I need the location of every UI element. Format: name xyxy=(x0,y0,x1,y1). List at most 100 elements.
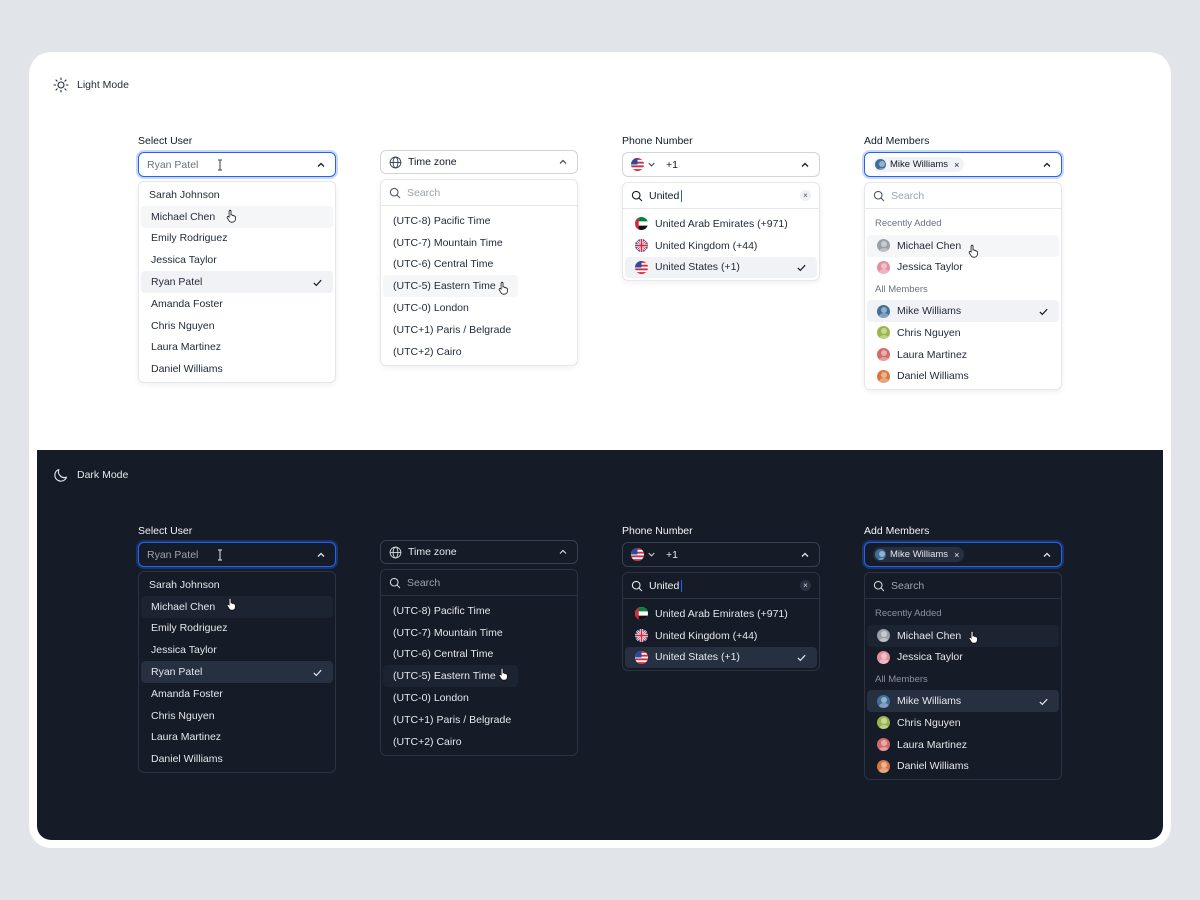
clear-icon[interactable]: × xyxy=(800,580,811,591)
list-item[interactable]: Jessica Taylor xyxy=(867,647,1059,669)
member-name: Jessica Taylor xyxy=(897,651,963,664)
phone-number-trigger[interactable]: +1 xyxy=(622,152,820,177)
chip-label: Mike Williams xyxy=(890,549,949,560)
chevron-up-icon[interactable] xyxy=(799,549,811,561)
member-name: Chris Nguyen xyxy=(897,326,961,339)
list-item[interactable]: (UTC-0) London xyxy=(383,297,575,319)
time-zone-trigger[interactable]: Time zone xyxy=(380,150,578,174)
chevron-up-icon[interactable] xyxy=(1041,549,1053,561)
list-item[interactable]: (UTC+1) Paris / Belgrade xyxy=(383,319,575,341)
add-members-trigger[interactable]: Mike Williams × xyxy=(864,542,1062,567)
chevron-up-icon[interactable] xyxy=(1041,159,1053,171)
list-item[interactable]: (UTC-5) Eastern Time xyxy=(383,665,518,688)
chevron-up-icon[interactable] xyxy=(799,159,811,171)
list-item[interactable]: Jessica Taylor xyxy=(141,249,333,271)
member-name: Mike Williams xyxy=(897,305,962,318)
list-item[interactable]: Jessica Taylor xyxy=(867,257,1059,279)
list-item[interactable]: (UTC-8) Pacific Time xyxy=(383,210,575,232)
list-item[interactable]: United Kingdom (+44) xyxy=(625,625,817,647)
chevron-up-icon[interactable] xyxy=(557,546,569,558)
country-selector[interactable] xyxy=(631,548,656,561)
list-item[interactable]: Sarah Johnson xyxy=(141,574,333,596)
list-item[interactable]: Michael Chen xyxy=(141,595,333,618)
chip-label: Mike Williams xyxy=(890,159,949,170)
list-item[interactable]: (UTC+2) Cairo xyxy=(383,341,575,363)
list-item[interactable]: Chris Nguyen xyxy=(867,322,1059,344)
time-zone-search[interactable]: Search xyxy=(381,570,577,596)
text-cursor-icon xyxy=(218,159,223,170)
list-item[interactable]: Laura Martinez xyxy=(141,727,333,749)
sun-icon xyxy=(53,77,69,93)
phone-number-select: Phone Number +1 United × United Arab Emi… xyxy=(622,524,820,672)
country-selector[interactable] xyxy=(631,158,656,171)
select-user: Select User Ryan Patel Sarah Johnson Mic… xyxy=(138,524,336,774)
select-user-trigger[interactable]: Ryan Patel xyxy=(138,542,336,567)
list-item[interactable]: Jessica Taylor xyxy=(141,639,333,661)
list-item[interactable]: Mike Williams xyxy=(867,300,1059,322)
list-item[interactable]: (UTC-7) Mountain Time xyxy=(383,622,575,644)
member-search[interactable]: Search xyxy=(865,573,1061,599)
list-item[interactable]: Laura Martinez xyxy=(867,734,1059,756)
list-item[interactable]: Daniel Williams xyxy=(141,358,333,380)
option-label: (UTC+2) Cairo xyxy=(393,345,462,358)
list-item[interactable]: (UTC-0) London xyxy=(383,687,575,709)
list-item[interactable]: Chris Nguyen xyxy=(141,315,333,337)
list-item[interactable]: Emily Rodriguez xyxy=(141,228,333,250)
chevron-up-icon[interactable] xyxy=(315,549,327,561)
avatar xyxy=(877,369,890,383)
list-item[interactable]: (UTC-7) Mountain Time xyxy=(383,232,575,254)
avatar xyxy=(875,549,886,560)
list-item[interactable]: (UTC+2) Cairo xyxy=(383,731,575,753)
list-item[interactable]: United States (+1) xyxy=(625,646,817,669)
list-item[interactable]: Emily Rodriguez xyxy=(141,618,333,640)
text-caret xyxy=(681,189,683,202)
search-placeholder: Search xyxy=(407,576,441,589)
option-label: Laura Martinez xyxy=(151,341,222,354)
list-item[interactable]: Michael Chen xyxy=(141,205,333,228)
member-search[interactable]: Search xyxy=(865,183,1061,209)
uk-flag-icon xyxy=(635,629,648,643)
list-item[interactable]: Sarah Johnson xyxy=(141,184,333,206)
country-search[interactable]: United × xyxy=(623,573,819,599)
list-item[interactable]: United Arab Emirates (+971) xyxy=(625,213,817,235)
country-search-value: United xyxy=(649,579,680,592)
time-zone-dropdown: Search (UTC-8) Pacific Time (UTC-7) Moun… xyxy=(380,179,578,366)
list-item[interactable]: Ryan Patel xyxy=(141,271,333,293)
list-item[interactable]: United Arab Emirates (+971) xyxy=(625,603,817,625)
list-item[interactable]: (UTC-8) Pacific Time xyxy=(383,600,575,622)
list-item[interactable]: Mike Williams xyxy=(867,690,1059,712)
list-item[interactable]: United States (+1) xyxy=(625,256,817,279)
chevron-up-icon[interactable] xyxy=(557,156,569,168)
list-item[interactable]: Laura Martinez xyxy=(141,337,333,359)
add-members-trigger[interactable]: Mike Williams × xyxy=(864,152,1062,177)
list-item[interactable]: (UTC-5) Eastern Time xyxy=(383,275,518,298)
member-chip[interactable]: Mike Williams × xyxy=(873,157,965,172)
time-zone-trigger[interactable]: Time zone xyxy=(380,540,578,564)
list-item[interactable]: Chris Nguyen xyxy=(867,712,1059,734)
country-search[interactable]: United × xyxy=(623,183,819,209)
clear-icon[interactable]: × xyxy=(800,190,811,201)
list-item[interactable]: Chris Nguyen xyxy=(141,705,333,727)
list-item[interactable]: Amanda Foster xyxy=(141,293,333,315)
list-item[interactable]: Ryan Patel xyxy=(141,661,333,683)
list-item[interactable]: Daniel Williams xyxy=(867,756,1059,778)
remove-chip-icon[interactable]: × xyxy=(954,549,960,560)
select-user-trigger[interactable]: Ryan Patel xyxy=(138,152,336,177)
list-item[interactable]: Daniel Williams xyxy=(141,748,333,770)
list-item[interactable]: Laura Martinez xyxy=(867,344,1059,366)
list-item[interactable]: Amanda Foster xyxy=(141,683,333,705)
option-label: (UTC-8) Pacific Time xyxy=(393,214,491,227)
list-item[interactable]: Daniel Williams xyxy=(867,366,1059,388)
remove-chip-icon[interactable]: × xyxy=(954,159,960,170)
chevron-up-icon[interactable] xyxy=(315,159,327,171)
option-label: Amanda Foster xyxy=(151,687,223,700)
list-item[interactable]: United Kingdom (+44) xyxy=(625,235,817,257)
member-chip[interactable]: Mike Williams × xyxy=(873,547,965,562)
list-item[interactable]: (UTC-6) Central Time xyxy=(383,644,575,666)
list-item[interactable]: (UTC+1) Paris / Belgrade xyxy=(383,709,575,731)
list-item[interactable]: Michael Chen xyxy=(867,624,1059,647)
time-zone-search[interactable]: Search xyxy=(381,180,577,206)
list-item[interactable]: (UTC-6) Central Time xyxy=(383,254,575,276)
list-item[interactable]: Michael Chen xyxy=(867,234,1059,257)
phone-number-trigger[interactable]: +1 xyxy=(622,542,820,567)
